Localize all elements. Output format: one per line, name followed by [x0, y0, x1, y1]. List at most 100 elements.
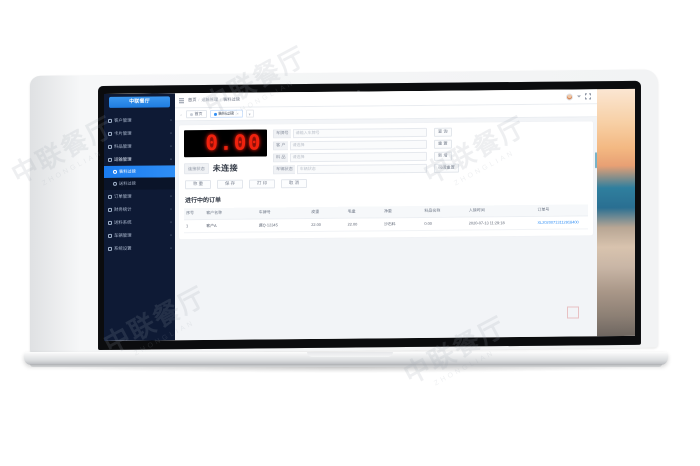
brand-logo[interactable]: 中联餐厅: [109, 96, 170, 108]
vertical-scrollbar[interactable]: [594, 152, 597, 169]
col-net: 净重: [381, 205, 423, 218]
sidebar-item-label: 装料过磅: [119, 168, 136, 174]
tab-dot-icon: [190, 112, 193, 116]
weight-value: 0.00: [205, 130, 262, 156]
sidebar: 中联餐厅 客户管理 ˅ 卡片管理 ˅: [104, 93, 175, 341]
save-button[interactable]: 保 存: [217, 179, 243, 189]
chevron-down-icon: ˅: [170, 245, 172, 250]
field-plate-number: 车牌号 请输入车牌号: [273, 127, 427, 138]
sidebar-item-delivery-weigh[interactable]: 送料过磅: [104, 177, 175, 190]
sidebar-item-finance[interactable]: 财务统计 ˅: [104, 202, 175, 216]
col-index: 序号: [184, 207, 205, 220]
reset-button[interactable]: 重 置: [434, 139, 452, 149]
status-badge: 未连接: [212, 163, 238, 173]
tab-more-button[interactable]: ▾: [245, 109, 254, 118]
col-material: 料品名称: [422, 205, 467, 217]
button-group-reset: 重 置: [434, 138, 588, 149]
hamburger-icon[interactable]: [179, 97, 184, 103]
tab-scroll-left[interactable]: ‹: [180, 111, 182, 117]
print-button[interactable]: 打 印: [249, 178, 275, 189]
cell-plate: 冀Q·12345: [256, 218, 310, 232]
watermark-mark: [567, 306, 579, 319]
table-row[interactable]: 1 客户A 冀Q·12345 22.00 22.00 沙石料 0.00 2020…: [184, 215, 588, 233]
sidebar-item-label: 送料系统: [114, 219, 132, 225]
customer-select[interactable]: 请选择: [289, 139, 427, 150]
cell-gross: 22.00: [345, 217, 382, 231]
box-icon: [108, 144, 112, 148]
plate-number-input[interactable]: 请输入车牌号: [292, 127, 427, 138]
main-area: 首页 / 运输管理 / 装料过磅 ‹: [175, 89, 597, 341]
material-select[interactable]: 请选择: [289, 151, 427, 162]
vehicle-status-select[interactable]: 车辆状态: [296, 163, 427, 174]
field-label: 车辆状态: [273, 165, 295, 174]
led-column: 0.00 连接状态 未连接: [184, 129, 267, 175]
orders-title: 进行中的订单: [185, 197, 222, 204]
laptop-base-foot: [30, 364, 662, 367]
breadcrumb-current: 装料过磅: [223, 96, 240, 102]
laptop-screen: 中联餐厅 客户管理 ˅ 卡片管理 ˅: [104, 88, 635, 341]
gear-icon: [108, 246, 112, 250]
sidebar-item-settings[interactable]: 系统设置 ˅: [104, 241, 175, 255]
breadcrumb-separator: /: [198, 98, 200, 103]
breadcrumb-home[interactable]: 首页: [188, 97, 197, 103]
sidebar-item-orders[interactable]: 订单管理 ˅: [104, 189, 175, 203]
field-customer: 客 户 请选择: [273, 139, 427, 150]
weigh-button[interactable]: 称 重: [185, 179, 211, 189]
logo-text: 中联餐厅: [129, 98, 150, 105]
action-button-row: 称 重 保 存 打 印 取 消: [184, 176, 588, 189]
sidebar-item-label: 送料过磅: [119, 180, 136, 186]
chevron-up-icon: ˄: [170, 156, 172, 161]
weigh-panel: 0.00 连接状态 未连接: [179, 121, 593, 239]
chevron-down-icon[interactable]: [577, 95, 581, 98]
tab-home[interactable]: 首页: [186, 110, 207, 119]
chevron-down-icon: ˅: [170, 219, 172, 224]
cell-material: 0.00: [422, 216, 467, 230]
cell-order-no[interactable]: XL20200713112918400: [535, 215, 588, 229]
tab-dot-icon: [213, 112, 217, 116]
search-button[interactable]: 查 询: [434, 127, 452, 137]
sidebar-menu: 客户管理 ˅ 卡片管理 ˅ 料品管理 ˅: [104, 113, 175, 255]
add-button[interactable]: 新 增: [434, 151, 452, 161]
users-icon: [108, 118, 112, 122]
truck-icon: [108, 157, 112, 161]
weight-display: 0.00: [184, 129, 267, 158]
sidebar-item-loading-weigh[interactable]: 装料过磅: [104, 165, 175, 178]
content-area: 0.00 连接状态 未连接: [175, 117, 597, 340]
breadcrumb: 首页 / 运输管理 / 装料过磅: [188, 97, 240, 103]
sidebar-item-label: 财务统计: [114, 206, 132, 212]
field-label: 客 户: [273, 141, 288, 150]
button-group-add: 新 增: [434, 150, 588, 161]
button-group-search: 查 询: [434, 126, 588, 137]
sidebar-item-vehicles[interactable]: 车辆管理 ˅: [104, 228, 175, 242]
topbar-right: [566, 92, 593, 101]
panel-top-row: 0.00 连接状态 未连接: [184, 126, 588, 175]
breadcrumb-separator: /: [220, 97, 222, 102]
scale-icon: [113, 182, 117, 186]
cancel-button[interactable]: 取 消: [281, 178, 307, 188]
breadcrumb-parent[interactable]: 运输管理: [201, 96, 219, 103]
chevron-down-icon: ˅: [170, 117, 172, 122]
col-tare: 皮重: [309, 206, 346, 219]
fullscreen-icon[interactable]: [585, 93, 591, 100]
scale-icon: [113, 170, 117, 174]
close-icon[interactable]: ×: [236, 111, 239, 116]
send-icon: [108, 220, 112, 224]
col-gross: 毛重: [345, 205, 382, 218]
chevron-down-icon: ˅: [170, 130, 172, 135]
laptop-base: [24, 352, 668, 365]
tab-loading-weigh[interactable]: 装料过磅 ×: [209, 109, 243, 118]
avatar[interactable]: [566, 92, 573, 101]
chevron-down-icon: ˅: [170, 193, 172, 198]
sidebar-item-materials[interactable]: 料品管理 ˅: [104, 139, 175, 153]
sidebar-item-delivery-system[interactable]: 送料系统 ˅: [104, 215, 175, 229]
order-icon: [108, 194, 112, 198]
connection-status-row: 连接状态 未连接: [184, 162, 267, 175]
button-group-scale-reset: 司磅重置: [434, 162, 588, 173]
laptop-base-notch: [307, 352, 393, 357]
sidebar-item-customers[interactable]: 客户管理 ˅: [104, 113, 175, 127]
chevron-down-icon: ˅: [170, 143, 172, 148]
sidebar-item-label: 系统设置: [114, 245, 132, 251]
sidebar-item-transport[interactable]: 运输管理 ˄: [104, 152, 175, 166]
sidebar-item-cards[interactable]: 卡片管理 ˅: [104, 126, 175, 140]
scale-reset-button[interactable]: 司磅重置: [434, 163, 459, 173]
